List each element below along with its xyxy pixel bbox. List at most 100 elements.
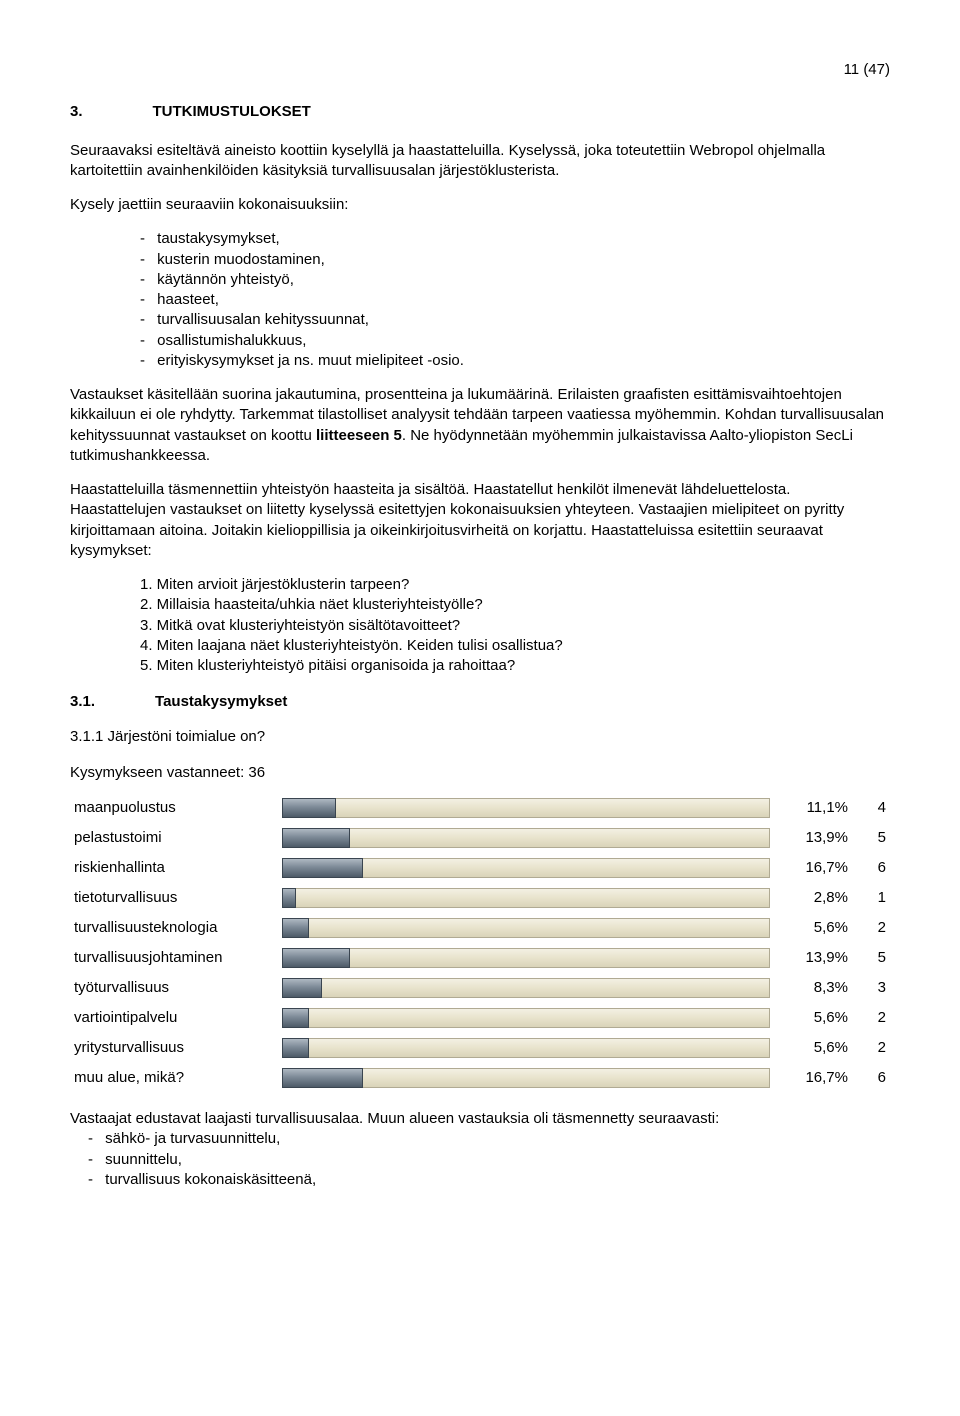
footer-bullet-list: sähkö- ja turvasuunnittelu,suunnittelu,t… — [70, 1129, 890, 1190]
bar-fill — [282, 1068, 363, 1088]
bar-fill — [282, 918, 309, 938]
chart-row-bar-cell — [278, 1033, 774, 1063]
paragraph-3: Vastaukset käsitellään suorina jakautumi… — [70, 385, 890, 466]
chart-row-count: 6 — [852, 1063, 890, 1093]
section-title: TUTKIMUSTULOKSET — [153, 102, 311, 122]
chart-row: riskienhallinta16,7%6 — [70, 853, 890, 883]
chart-row: tietoturvallisuus 2,8%1 — [70, 883, 890, 913]
subsection-number: 3.1. — [70, 692, 95, 712]
numbered-list-questions: 1. Miten arvioit järjestöklusterin tarpe… — [70, 575, 890, 676]
bar-track — [282, 1038, 770, 1058]
chart-row-bar-cell — [278, 793, 774, 823]
bar-chart: maanpuolustus11,1%4pelastustoimi13,9%5ri… — [70, 793, 890, 1093]
chart-row: yritysturvallisuus5,6%2 — [70, 1033, 890, 1063]
chart-row-count: 2 — [852, 1033, 890, 1063]
bar-track — [282, 828, 770, 848]
chart-row-label: pelastustoimi — [70, 823, 278, 853]
chart-row: turvallisuusjohtaminen 13,9%5 — [70, 943, 890, 973]
bar-track — [282, 888, 770, 908]
numbered-item: 1. Miten arvioit järjestöklusterin tarpe… — [140, 575, 890, 595]
bar-fill — [282, 888, 296, 908]
chart-row-percent: 11,1% — [774, 793, 852, 823]
subsection-title: Taustakysymykset — [155, 692, 287, 712]
chart-row-count: 2 — [852, 1003, 890, 1033]
numbered-item: 4. Miten laajana näet klusteriyhteistyön… — [140, 636, 890, 656]
page-number: 11 (47) — [70, 60, 890, 80]
numbered-item: 3. Mitkä ovat klusteriyhteistyön sisältö… — [140, 616, 890, 636]
chart-row: pelastustoimi 13,9%5 — [70, 823, 890, 853]
section-number: 3. — [70, 102, 83, 122]
chart-row-percent: 2,8% — [774, 883, 852, 913]
bullet-list-methods: taustakysymykset,kusterin muodostaminen,… — [70, 229, 890, 371]
para3-bold: liitteeseen 5 — [316, 427, 402, 444]
footer-bullet-item: sähkö- ja turvasuunnittelu, — [88, 1129, 890, 1149]
chart-row-bar-cell — [278, 973, 774, 1003]
bar-track — [282, 978, 770, 998]
chart-row: maanpuolustus 11,1%4 — [70, 793, 890, 823]
chart-row-bar-cell — [278, 823, 774, 853]
bullet-item: turvallisuusalan kehityssuunnat, — [140, 310, 890, 330]
chart-row-label: vartiointipalvelu — [70, 1003, 278, 1033]
footer-bullet-item: turvallisuus kokonaiskäsitteenä, — [88, 1170, 890, 1190]
respondent-count: Kysymykseen vastanneet: 36 — [70, 763, 890, 783]
chart-row-bar-cell — [278, 1063, 774, 1093]
chart-row-label: yritysturvallisuus — [70, 1033, 278, 1063]
bar-track — [282, 948, 770, 968]
bar-fill — [282, 1038, 309, 1058]
footer-bullet-item: suunnittelu, — [88, 1150, 890, 1170]
bullet-item: kusterin muodostaminen, — [140, 250, 890, 270]
bullet-item: erityiskysymykset ja ns. muut mielipitee… — [140, 351, 890, 371]
bar-track — [282, 1008, 770, 1028]
subsection-heading: 3.1. Taustakysymykset — [70, 692, 890, 712]
bar-fill — [282, 858, 363, 878]
chart-row-label: turvallisuusteknologia — [70, 913, 278, 943]
chart-row-percent: 5,6% — [774, 913, 852, 943]
bar-fill — [282, 828, 350, 848]
chart-row-label: maanpuolustus — [70, 793, 278, 823]
paragraph-4: Haastatteluilla täsmennettiin yhteistyön… — [70, 480, 890, 561]
chart-row-bar-cell — [278, 1003, 774, 1033]
chart-row-percent: 5,6% — [774, 1003, 852, 1033]
chart-row-bar-cell — [278, 913, 774, 943]
chart-row-count: 2 — [852, 913, 890, 943]
chart-row-bar-cell — [278, 883, 774, 913]
bullet-item: haasteet, — [140, 290, 890, 310]
chart-row: turvallisuusteknologia 5,6%2 — [70, 913, 890, 943]
chart-row-count: 3 — [852, 973, 890, 1003]
footer-paragraph: Vastaajat edustavat laajasti turvallisuu… — [70, 1109, 890, 1129]
section-heading: 3. TUTKIMUSTULOKSET — [70, 102, 890, 122]
bullet-item: käytännön yhteistyö, — [140, 270, 890, 290]
chart-row-percent: 13,9% — [774, 943, 852, 973]
numbered-item: 2. Millaisia haasteita/uhkia näet kluste… — [140, 595, 890, 615]
chart-row-count: 5 — [852, 943, 890, 973]
bar-track — [282, 918, 770, 938]
bar-fill — [282, 1008, 309, 1028]
bar-fill — [282, 978, 322, 998]
question-line: 3.1.1 Järjestöni toimialue on? — [70, 727, 890, 747]
bar-fill — [282, 948, 350, 968]
chart-row-label: tietoturvallisuus — [70, 883, 278, 913]
chart-row-label: työturvallisuus — [70, 973, 278, 1003]
chart-row: vartiointipalvelu 5,6%2 — [70, 1003, 890, 1033]
bar-track — [282, 1068, 770, 1088]
chart-row-label: turvallisuusjohtaminen — [70, 943, 278, 973]
chart-row-count: 6 — [852, 853, 890, 883]
chart-row-count: 5 — [852, 823, 890, 853]
chart-row-percent: 13,9% — [774, 823, 852, 853]
numbered-item: 5. Miten klusteriyhteistyö pitäisi organ… — [140, 656, 890, 676]
chart-row-percent: 8,3% — [774, 973, 852, 1003]
bullet-item: osallistumishalukkuus, — [140, 331, 890, 351]
intro-paragraph-2: Kysely jaettiin seuraaviin kokonaisuuksi… — [70, 195, 890, 215]
chart-row-label: muu alue, mikä? — [70, 1063, 278, 1093]
bullet-item: taustakysymykset, — [140, 229, 890, 249]
chart-row-count: 4 — [852, 793, 890, 823]
chart-row-count: 1 — [852, 883, 890, 913]
chart-row: muu alue, mikä? 16,7%6 — [70, 1063, 890, 1093]
intro-paragraph-1: Seuraavaksi esiteltävä aineisto koottiin… — [70, 141, 890, 182]
chart-row-bar-cell — [278, 943, 774, 973]
bar-track — [282, 858, 770, 878]
chart-row-label: riskienhallinta — [70, 853, 278, 883]
bar-track — [282, 798, 770, 818]
chart-row-percent: 16,7% — [774, 1063, 852, 1093]
chart-row: työturvallisuus 8,3%3 — [70, 973, 890, 1003]
